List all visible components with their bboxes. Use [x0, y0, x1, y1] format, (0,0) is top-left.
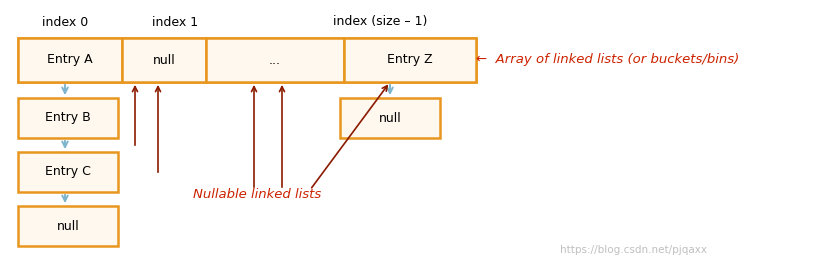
Text: null: null — [57, 219, 80, 232]
Bar — [340, 98, 440, 138]
Text: null: null — [379, 111, 402, 124]
Text: ...: ... — [269, 53, 281, 66]
Text: index 0: index 0 — [42, 15, 88, 28]
Bar — [122, 38, 206, 82]
Text: index 1: index 1 — [152, 15, 198, 28]
Bar — [18, 152, 118, 192]
Text: Entry C: Entry C — [45, 165, 91, 178]
Bar — [206, 38, 344, 82]
Bar — [18, 38, 122, 82]
Text: Entry A: Entry A — [47, 53, 93, 66]
Bar — [18, 206, 118, 246]
Bar — [18, 98, 118, 138]
Bar — [344, 38, 476, 82]
Text: ←  Array of linked lists (or buckets/bins): ← Array of linked lists (or buckets/bins… — [476, 53, 739, 66]
Text: index (size – 1): index (size – 1) — [333, 15, 427, 28]
Text: Nullable linked lists: Nullable linked lists — [193, 189, 321, 202]
Text: https://blog.csdn.net/pjqaxx: https://blog.csdn.net/pjqaxx — [560, 245, 707, 255]
Text: null: null — [153, 53, 176, 66]
Bar — [18, 38, 476, 82]
Text: Entry Z: Entry Z — [387, 53, 433, 66]
Text: Entry B: Entry B — [46, 111, 91, 124]
